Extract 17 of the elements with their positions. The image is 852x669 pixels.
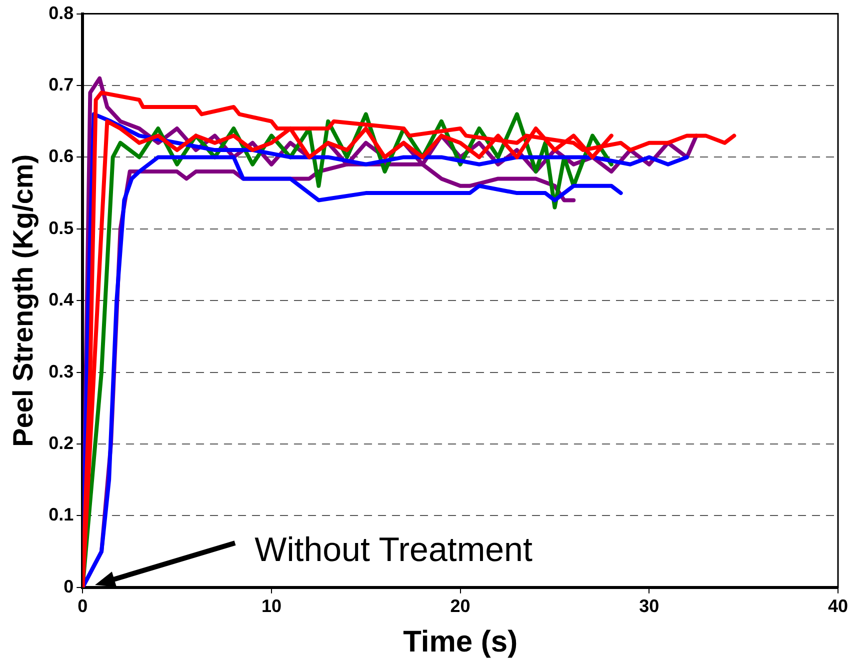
x-axis-title: Time (s) [403,625,518,658]
x-tick-label: 40 [828,596,848,616]
x-tick-label: 30 [639,596,660,616]
y-tick-label: 0.5 [48,218,74,238]
x-tick-label: 20 [450,596,470,616]
y-tick-label: 0.8 [48,2,74,23]
y-tick-label: 0.7 [48,74,74,94]
y-tick-label: 0.6 [48,146,74,166]
y-tick-label: 0.2 [48,432,74,453]
annotation: Without Treatment [254,530,533,569]
x-tick-label: 0 [78,596,88,616]
x-tick-label: 10 [261,596,282,616]
y-tick-label: 0.1 [48,504,74,525]
y-tick-label: 0.4 [48,290,74,310]
y-tick-label: 0 [64,576,74,596]
y-tick-label: 0.3 [48,361,74,382]
y-axis-title: Peel Strength (Kg/cm) [8,154,39,447]
